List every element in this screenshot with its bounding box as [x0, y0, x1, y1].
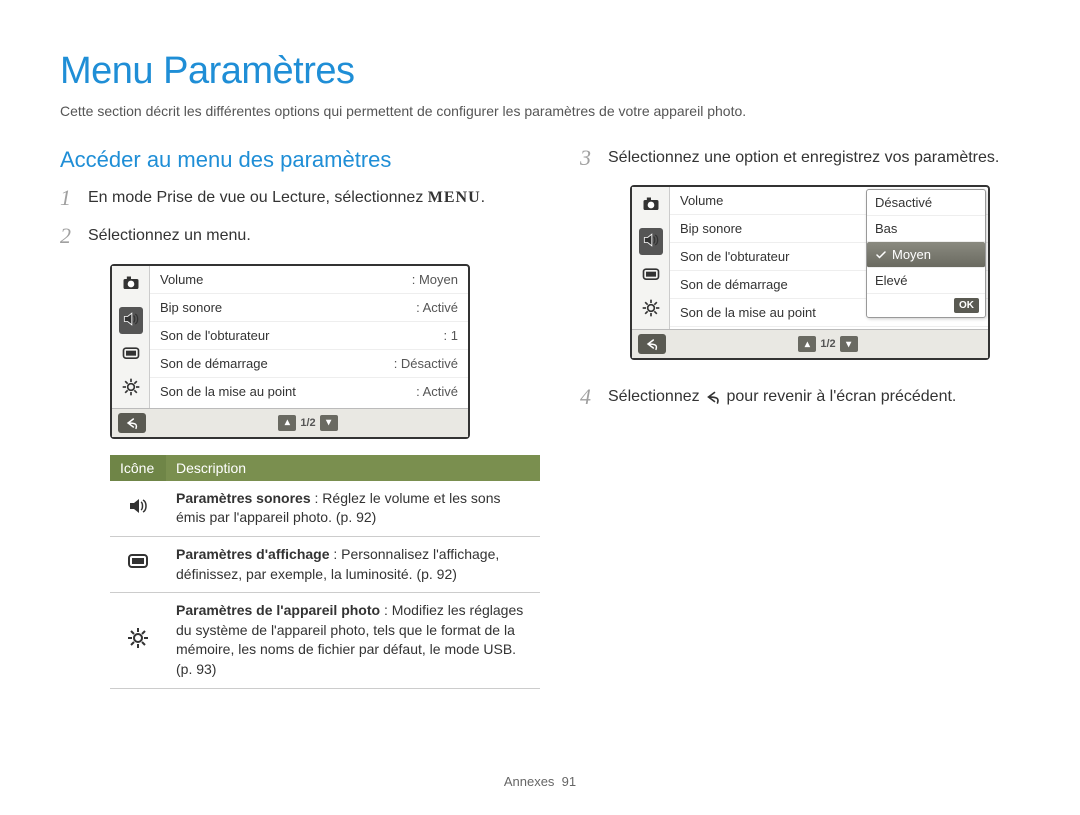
- page-nav: ▴ 1/2 ▾: [278, 415, 337, 431]
- back-button[interactable]: [118, 413, 146, 433]
- menu-row-value: Moyen: [412, 272, 458, 287]
- footer-page-number: 91: [562, 774, 576, 789]
- menu-row-label: Son de démarrage: [160, 356, 394, 371]
- sound-icon: [639, 228, 663, 255]
- display-icon: [641, 265, 661, 288]
- menu-row: VolumeMoyen: [150, 266, 468, 294]
- menu-row-label: Son de l'obturateur: [160, 328, 444, 343]
- section-title: Accéder au menu des paramètres: [60, 147, 540, 173]
- menu-row: Bip sonoreActivé: [150, 294, 468, 322]
- sound-icon: [110, 481, 166, 537]
- menu-row-label: Son de la mise au point: [160, 384, 416, 399]
- ok-button[interactable]: OK: [954, 298, 979, 313]
- gear-icon: [110, 593, 166, 688]
- step-4-prefix: Sélectionnez: [608, 388, 704, 405]
- camera-rows: VolumeMoyen Bip sonoreActivé Son de l'ob…: [150, 266, 468, 408]
- menu-row-label: Bip sonore: [160, 300, 416, 315]
- step-1-prefix: En mode Prise de vue ou Lecture, sélecti…: [88, 189, 428, 206]
- display-icon: [110, 536, 166, 592]
- step-3: 3 Sélectionnez une option et enregistrez…: [580, 147, 1020, 169]
- page-title: Menu Paramètres: [60, 50, 1020, 93]
- option-item[interactable]: Elevé: [867, 268, 985, 294]
- table-row: Paramètres de l'appareil photo : Modifie…: [110, 593, 540, 688]
- page-intro: Cette section décrit les différentes opt…: [60, 103, 1020, 119]
- table-row-desc: Paramètres sonores : Réglez le volume et…: [166, 481, 540, 537]
- table-header-icon: Icône: [110, 455, 166, 481]
- step-number: 4: [580, 386, 598, 408]
- camera-icon: [121, 274, 141, 297]
- camera-screen-1: VolumeMoyen Bip sonoreActivé Son de l'ob…: [110, 264, 470, 439]
- step-number: 3: [580, 147, 598, 169]
- menu-row: Son de démarrageDésactivé: [150, 350, 468, 378]
- menu-row-value: Activé: [416, 384, 458, 399]
- step-number: 1: [60, 187, 78, 209]
- menu-word: MENU: [428, 189, 481, 206]
- camera-bottom-bar: ▴ 1/2 ▾: [112, 408, 468, 437]
- display-icon: [121, 344, 141, 367]
- step-number: 2: [60, 225, 78, 247]
- table-row-desc: Paramètres de l'appareil photo : Modifie…: [166, 593, 540, 688]
- step-4: 4 Sélectionnez pour revenir à l'écran pr…: [580, 386, 1020, 408]
- page-indicator: 1/2: [300, 417, 315, 429]
- page-footer: Annexes 91: [0, 774, 1080, 789]
- menu-row-value: Désactivé: [394, 356, 458, 371]
- camera-sidebar: [632, 187, 670, 329]
- right-column: 3 Sélectionnez une option et enregistrez…: [580, 147, 1020, 689]
- step-2-text: Sélectionnez un menu.: [88, 225, 251, 247]
- chevron-down-icon[interactable]: ▾: [320, 415, 338, 431]
- step-3-text: Sélectionnez une option et enregistrez v…: [608, 147, 999, 169]
- step-4-suffix: pour revenir à l'écran précédent.: [722, 388, 956, 405]
- sound-icon: [119, 307, 143, 334]
- gear-icon: [121, 377, 141, 400]
- step-4-text: Sélectionnez pour revenir à l'écran préc…: [608, 386, 956, 408]
- step-2: 2 Sélectionnez un menu.: [60, 225, 540, 247]
- back-arrow-icon: [704, 388, 722, 406]
- table-row-desc: Paramètres d'affichage : Personnalisez l…: [166, 536, 540, 592]
- left-column: Accéder au menu des paramètres 1 En mode…: [60, 147, 540, 689]
- step-1: 1 En mode Prise de vue ou Lecture, sélec…: [60, 187, 540, 209]
- table-header-desc: Description: [166, 455, 540, 481]
- table-row: Paramètres sonores : Réglez le volume et…: [110, 481, 540, 537]
- ok-row: OK: [867, 294, 985, 317]
- menu-row-label: Volume: [160, 272, 412, 287]
- chevron-up-icon[interactable]: ▴: [798, 336, 816, 352]
- icon-description-table: Icône Description Paramètres sonores : R…: [110, 455, 540, 689]
- option-item[interactable]: Désactivé: [867, 190, 985, 216]
- option-item[interactable]: Bas: [867, 216, 985, 242]
- back-button[interactable]: [638, 334, 666, 354]
- menu-row-value: Activé: [416, 300, 458, 315]
- check-icon: [875, 249, 887, 261]
- gear-icon: [641, 298, 661, 321]
- menu-row: Son de l'obturateur1: [150, 322, 468, 350]
- menu-row-value: 1: [444, 328, 458, 343]
- step-1-suffix: .: [481, 189, 485, 206]
- step-1-text: En mode Prise de vue ou Lecture, sélecti…: [88, 187, 485, 209]
- camera-icon: [641, 195, 661, 218]
- option-item-selected[interactable]: Moyen: [867, 242, 985, 268]
- camera-screen-2: Volume Bip sonore Son de l'obturateur So…: [630, 185, 990, 360]
- camera-sidebar: [112, 266, 150, 408]
- options-popup: Désactivé Bas Moyen Elevé OK: [866, 189, 986, 318]
- chevron-up-icon[interactable]: ▴: [278, 415, 296, 431]
- menu-row: Son de la mise au pointActivé: [150, 378, 468, 405]
- footer-label: Annexes: [504, 774, 555, 789]
- chevron-down-icon[interactable]: ▾: [840, 336, 858, 352]
- page-nav: ▴ 1/2 ▾: [798, 336, 857, 352]
- page-indicator: 1/2: [820, 338, 835, 350]
- camera-bottom-bar: ▴ 1/2 ▾: [632, 329, 988, 358]
- table-row: Paramètres d'affichage : Personnalisez l…: [110, 536, 540, 592]
